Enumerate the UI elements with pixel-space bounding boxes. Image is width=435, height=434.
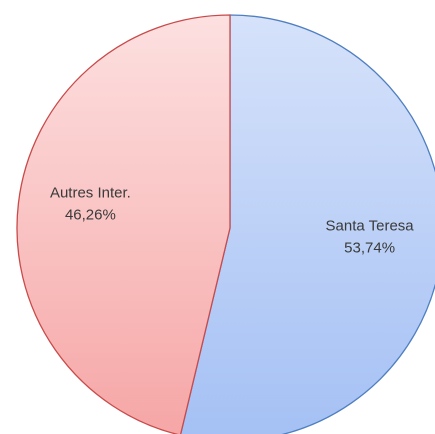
pie-slice-santa-teresa [180,14,435,434]
labels-layer: Santa Teresa 53,74% Autres Inter. 46,26% [50,185,414,257]
slices-layer [16,14,435,434]
slice-name-label-autres-inter: Autres Inter. [50,185,131,202]
slice-value-label-santa-teresa: 53,74% [344,240,395,257]
slice-name-label-santa-teresa: Santa Teresa [326,218,415,235]
pie-slice-autres-inter [16,14,231,434]
slice-value-label-autres-inter: 46,26% [65,207,116,224]
